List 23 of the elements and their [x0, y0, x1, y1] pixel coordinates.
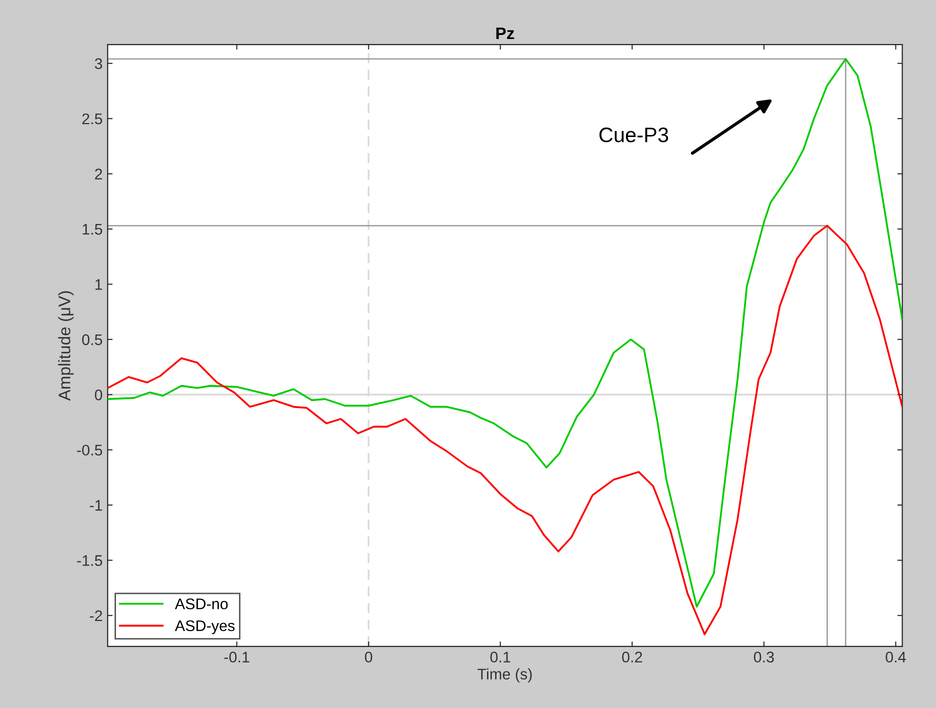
legend-label: ASD-no [174, 598, 228, 610]
y-axis-title: Amplitude (μV) [58, 291, 74, 401]
x-tick-label: 0.3 [754, 652, 774, 662]
y-tick-label: -1 [90, 500, 102, 511]
legend-label: ASD-yes [174, 620, 235, 634]
chart-title: Pz [496, 28, 514, 40]
y-tick-label: 0 [94, 390, 102, 400]
y-tick-label: -0.5 [77, 444, 102, 456]
y-tick-label: 0.5 [82, 334, 102, 346]
x-axis-title: Time (s) [478, 668, 532, 683]
y-tick-label: 3 [94, 58, 102, 70]
annotation: Cue-P3 [599, 128, 668, 142]
y-tick-label: -2 [90, 610, 102, 622]
x-tick-label: 0.2 [622, 652, 642, 662]
y-tick-label: -1.5 [77, 555, 102, 566]
x-tick-label: 0 [364, 652, 372, 662]
y-tick-label: 1 [95, 279, 102, 290]
y-tick-label: 1.5 [82, 224, 102, 235]
x-tick-label: -0.1 [224, 652, 250, 662]
x-tick-label: 0.4 [886, 652, 906, 662]
x-tick-label: 0.1 [490, 652, 510, 662]
y-tick-label: 2 [95, 168, 102, 180]
y-tick-label: 2.5 [82, 113, 102, 124]
